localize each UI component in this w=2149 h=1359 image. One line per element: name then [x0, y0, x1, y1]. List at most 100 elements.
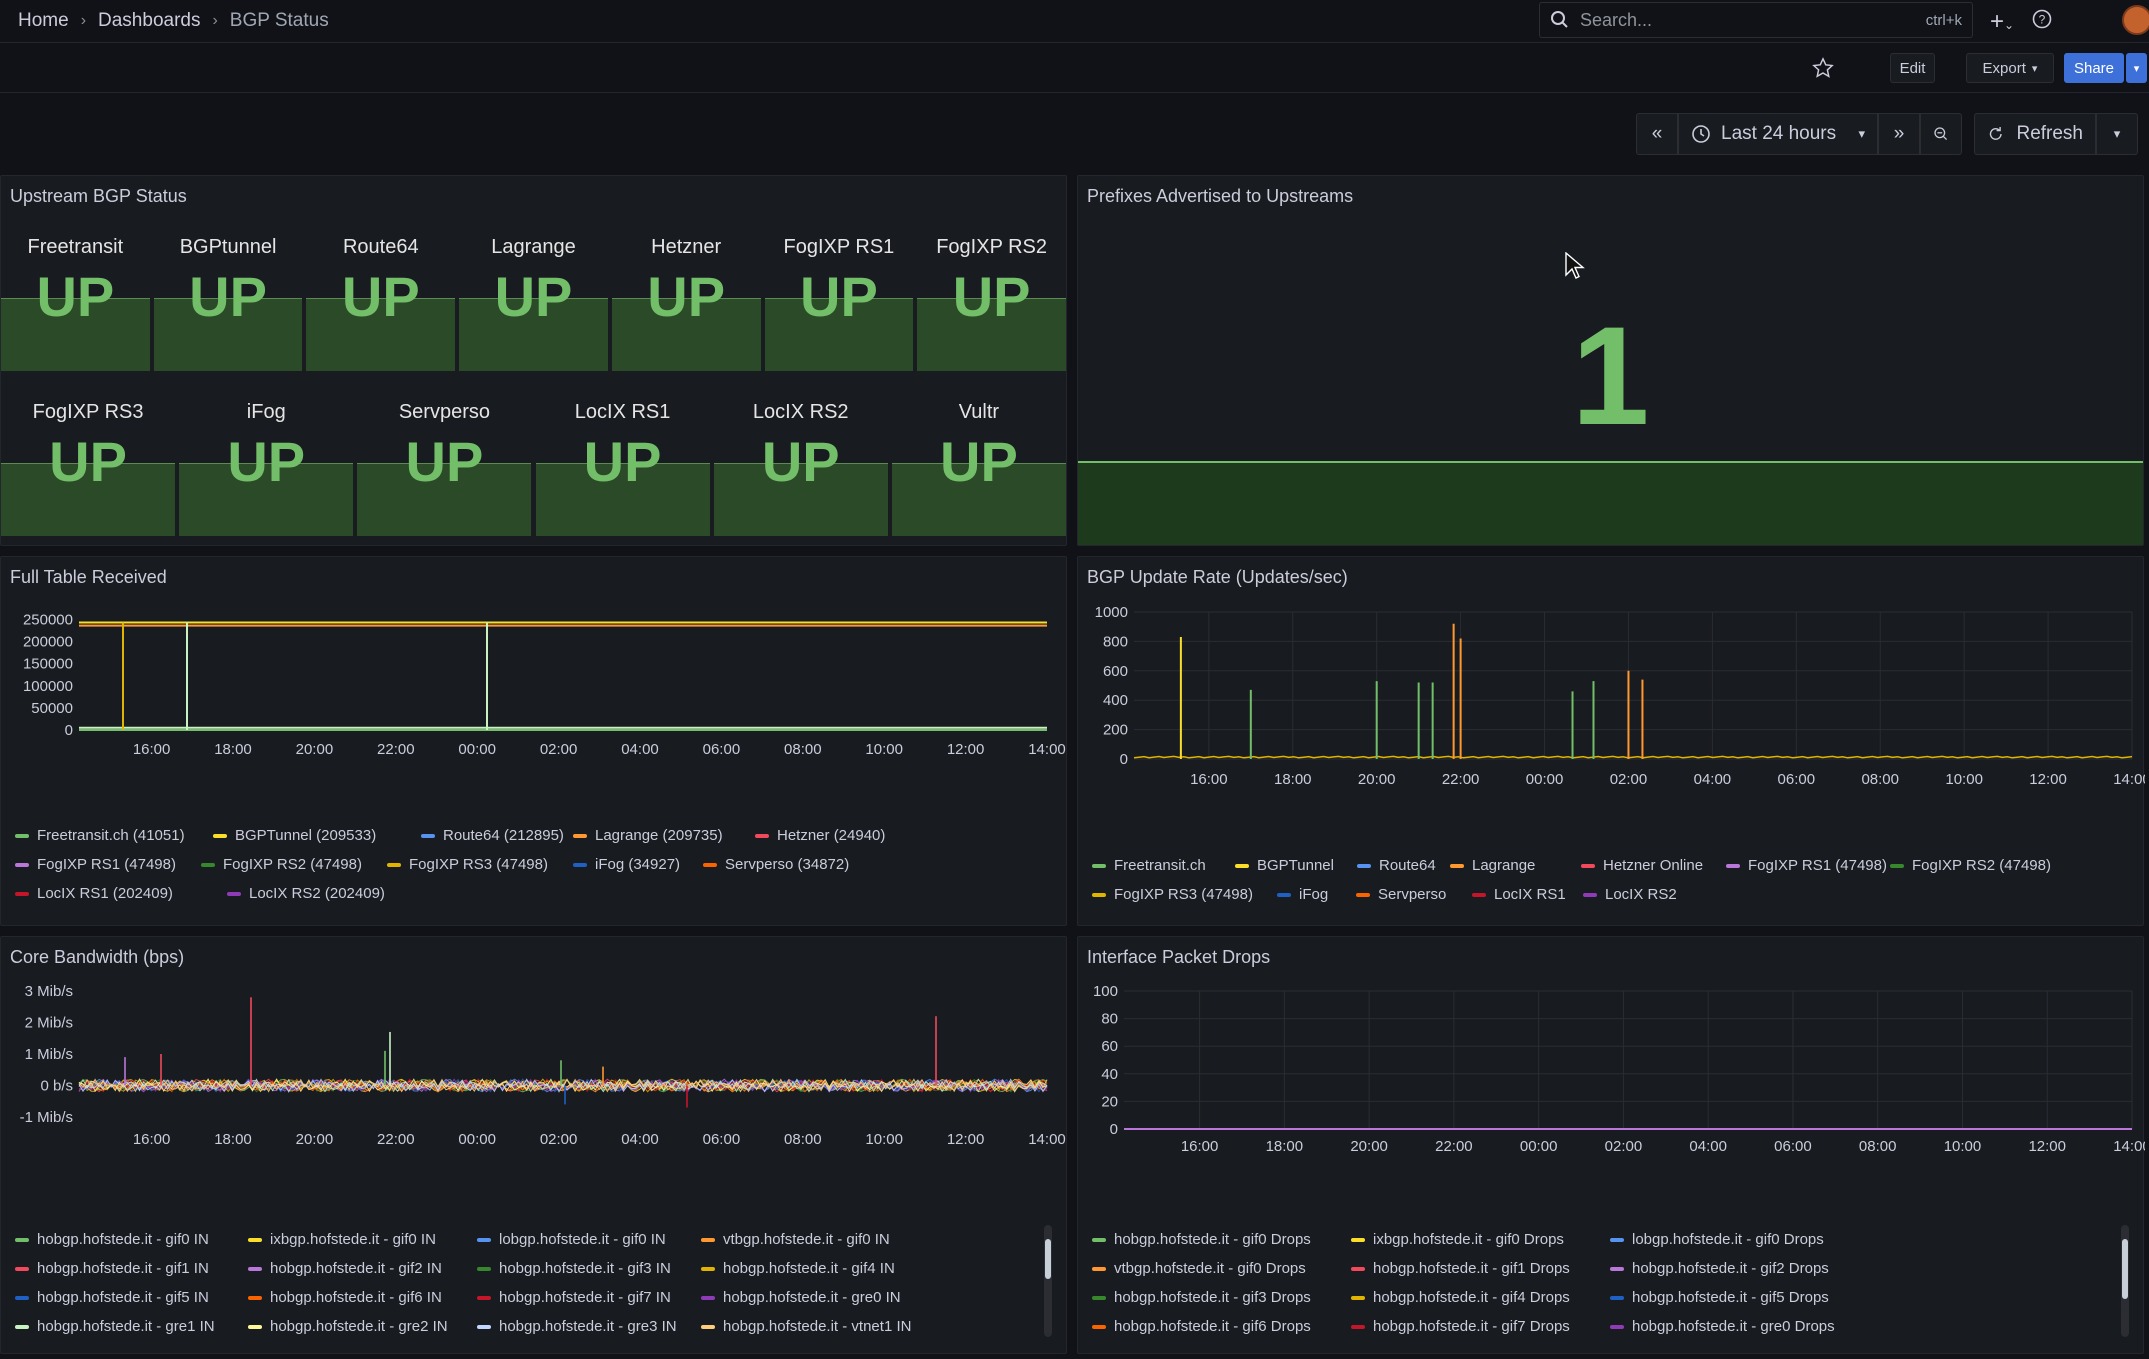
legend-item[interactable]: hobgp.hofstede.it - gif4 IN — [701, 1260, 895, 1277]
stat-vultr[interactable]: Vultr UP — [891, 391, 1066, 536]
stat-locix-rs1[interactable]: LocIX RS1 UP — [535, 391, 710, 536]
y-tick-label: 0 — [1110, 1121, 1118, 1138]
legend-item[interactable]: LocIX RS2 — [1583, 886, 1677, 903]
legend-item[interactable]: iFog — [1277, 886, 1328, 903]
stat-locix-rs2[interactable]: LocIX RS2 UP — [713, 391, 888, 536]
legend-item[interactable]: FogIXP RS1 (47498) — [1726, 857, 1887, 874]
legend-item[interactable]: Freetransit.ch — [1092, 857, 1206, 874]
stat-servperso[interactable]: Servperso UP — [357, 391, 532, 536]
legend-item[interactable]: FogIXP RS2 (47498) — [1890, 857, 2051, 874]
legend-item[interactable]: iFog (34927) — [573, 856, 680, 873]
legend-item[interactable]: hobgp.hofstede.it - gif7 IN — [477, 1289, 671, 1306]
scrollbar-thumb[interactable] — [1045, 1239, 1051, 1279]
legend-item[interactable]: hobgp.hofstede.it - vtnet1 IN — [701, 1318, 911, 1335]
refresh-button[interactable]: Refresh — [1974, 113, 2096, 155]
legend-item[interactable]: BGPTunnel (209533) — [213, 827, 376, 844]
search-input[interactable]: Search... ctrl+k — [1539, 2, 1973, 38]
legend-item[interactable]: FogIXP RS2 (47498) — [201, 856, 362, 873]
legend-item[interactable]: FogIXP RS1 (47498) — [15, 856, 176, 873]
full-table-chart[interactable]: 0 50000 100000 150000 200000 250000 16:00 18:00… — [1, 597, 1068, 772]
legend-item[interactable]: hobgp.hofstede.it - gre0 Drops — [1610, 1318, 1835, 1335]
legend-item[interactable]: hobgp.hofstede.it - gif0 IN — [15, 1231, 209, 1248]
legend-item[interactable]: hobgp.hofstede.it - gif1 Drops — [1351, 1260, 1570, 1277]
legend-swatch — [1092, 1238, 1106, 1243]
x-tick-label: 00:00 — [458, 741, 496, 758]
legend-item[interactable]: Lagrange — [1450, 857, 1535, 874]
x-tick-label: 12:00 — [947, 1131, 985, 1148]
legend-item[interactable]: hobgp.hofstede.it - gif1 IN — [15, 1260, 209, 1277]
legend-item[interactable]: hobgp.hofstede.it - gre3 IN — [477, 1318, 677, 1335]
legend-item[interactable]: BGPTunnel — [1235, 857, 1334, 874]
avatar[interactable] — [2122, 5, 2149, 35]
legend-scrollbar[interactable] — [1044, 1225, 1052, 1337]
legend-item[interactable]: Route64 (212895) — [421, 827, 564, 844]
time-forward-button[interactable]: » — [1878, 113, 1920, 155]
legend-item[interactable]: vtbgp.hofstede.it - gif0 Drops — [1092, 1260, 1306, 1277]
legend-item[interactable]: hobgp.hofstede.it - gif6 Drops — [1092, 1318, 1311, 1335]
legend-item[interactable]: Hetzner (24940) — [755, 827, 885, 844]
stat-background — [306, 298, 456, 371]
star-icon[interactable] — [1812, 57, 1834, 84]
legend-label: lobgp.hofstede.it - gif0 IN — [499, 1231, 666, 1248]
cursor-icon — [1565, 252, 1585, 279]
legend-item[interactable]: hobgp.hofstede.it - gre2 IN — [248, 1318, 448, 1335]
legend-item[interactable]: hobgp.hofstede.it - gif2 Drops — [1610, 1260, 1829, 1277]
legend-item[interactable]: Route64 — [1357, 857, 1436, 874]
legend-item[interactable]: Lagrange (209735) — [573, 827, 723, 844]
update-rate-chart[interactable]: 0 200 400 600 800 1000 16:00 18:00 20:00 22:00 00:… — [1078, 597, 2145, 802]
legend-item[interactable]: FogIXP RS3 (47498) — [1092, 886, 1253, 903]
share-button[interactable]: Share — [2064, 53, 2124, 83]
stat-lagrange[interactable]: Lagrange UP — [459, 226, 608, 371]
stat-fogixp-rs3[interactable]: FogIXP RS3 UP — [1, 391, 176, 536]
legend-item[interactable]: hobgp.hofstede.it - gre0 IN — [701, 1289, 901, 1306]
legend-item[interactable]: lobgp.hofstede.it - gif0 IN — [477, 1231, 666, 1248]
legend-item[interactable]: Servperso — [1356, 886, 1446, 903]
refresh-interval-button[interactable]: ▾ — [2096, 113, 2138, 155]
x-tick-label: 16:00 — [1181, 1138, 1219, 1155]
legend-item[interactable]: Servperso (34872) — [703, 856, 849, 873]
stat-route64[interactable]: Route64 UP — [306, 226, 456, 371]
legend-item[interactable]: hobgp.hofstede.it - gif5 IN — [15, 1289, 209, 1306]
stat-fogixp-rs2[interactable]: FogIXP RS2 UP — [917, 226, 1066, 371]
stat-fogixp-rs1[interactable]: FogIXP RS1 UP — [764, 226, 914, 371]
breadcrumb-dashboards[interactable]: Dashboards — [98, 10, 201, 31]
stat-bgptunnel[interactable]: BGPtunnel UP — [153, 226, 303, 371]
y-tick-label: 600 — [1103, 663, 1128, 680]
legend-item[interactable]: Hetzner Online — [1581, 857, 1703, 874]
plus-icon[interactable]: +⌄ — [1990, 7, 2015, 35]
bandwidth-chart[interactable]: -1 Mib/s 0 b/s 1 Mib/s 2 Mib/s 3 Mib/s 16:00 1… — [1, 977, 1068, 1267]
edit-button[interactable]: Edit — [1890, 53, 1935, 83]
legend-item[interactable]: hobgp.hofstede.it - gif3 Drops — [1092, 1289, 1311, 1306]
share-menu-button[interactable]: ▾ — [2126, 53, 2147, 83]
time-back-button[interactable]: « — [1636, 113, 1678, 155]
breadcrumb-home[interactable]: Home — [18, 10, 69, 31]
legend-item[interactable]: LocIX RS2 (202409) — [227, 885, 385, 902]
legend-item[interactable]: hobgp.hofstede.it - gif4 Drops — [1351, 1289, 1570, 1306]
legend-item[interactable]: Freetransit.ch (41051) — [15, 827, 185, 844]
legend-item[interactable]: hobgp.hofstede.it - gif0 Drops — [1092, 1231, 1311, 1248]
legend-item[interactable]: hobgp.hofstede.it - gif3 IN — [477, 1260, 671, 1277]
scrollbar-thumb[interactable] — [2122, 1239, 2128, 1299]
export-button[interactable]: Export ▾ — [1966, 53, 2054, 83]
legend-item[interactable]: ixbgp.hofstede.it - gif0 Drops — [1351, 1231, 1564, 1248]
time-range-picker[interactable]: Last 24 hours ▾ — [1678, 113, 1878, 155]
help-icon[interactable]: ? — [2032, 9, 2052, 35]
legend-item[interactable]: ixbgp.hofstede.it - gif0 IN — [248, 1231, 436, 1248]
legend-scrollbar[interactable] — [2121, 1225, 2129, 1337]
legend-item[interactable]: hobgp.hofstede.it - gif6 IN — [248, 1289, 442, 1306]
legend-item[interactable]: LocIX RS1 (202409) — [15, 885, 173, 902]
zoom-out-button[interactable] — [1920, 113, 1962, 155]
legend-item[interactable]: hobgp.hofstede.it - gif7 Drops — [1351, 1318, 1570, 1335]
stat-freetransit[interactable]: Freetransit UP — [1, 226, 150, 371]
legend-item[interactable]: LocIX RS1 — [1472, 886, 1566, 903]
legend-item[interactable]: hobgp.hofstede.it - gre1 IN — [15, 1318, 215, 1335]
legend-item[interactable]: FogIXP RS3 (47498) — [387, 856, 548, 873]
legend-swatch — [1277, 893, 1291, 898]
stat-ifog[interactable]: iFog UP — [179, 391, 354, 536]
legend-item[interactable]: lobgp.hofstede.it - gif0 Drops — [1610, 1231, 1824, 1248]
legend-item[interactable]: hobgp.hofstede.it - gif5 Drops — [1610, 1289, 1829, 1306]
legend-item[interactable]: vtbgp.hofstede.it - gif0 IN — [701, 1231, 890, 1248]
stat-hetzner[interactable]: Hetzner UP — [611, 226, 761, 371]
legend-item[interactable]: hobgp.hofstede.it - gif2 IN — [248, 1260, 442, 1277]
packet-drops-chart[interactable]: 0 20 40 60 80 100 16:00 18:00 20:00 22:00 00:00 02:… — [1078, 977, 2145, 1267]
